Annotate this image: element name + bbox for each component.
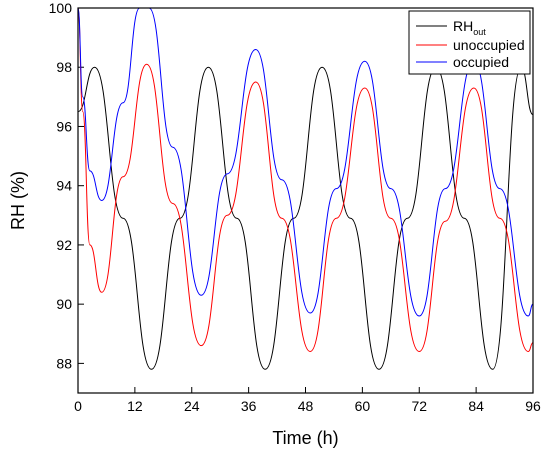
legend-label-unoccupied: unoccupied (453, 37, 525, 53)
x-tick-label: 48 (298, 398, 314, 414)
y-tick-label: 88 (56, 355, 72, 371)
x-tick-label: 12 (127, 398, 143, 414)
legend: RHout unoccupied occupied (408, 10, 531, 75)
series-lines (77, 7, 534, 370)
legend-label-rh-out-sub: out (473, 27, 486, 37)
legend-label-rh-out: RHout (453, 18, 486, 37)
legend-label-rh-out-main: RH (453, 18, 473, 34)
ticks-layer: 0 12 24 36 48 60 72 84 96 88 90 92 94 96 98 100 (49, 0, 541, 414)
legend-label-occupied: occupied (453, 54, 509, 70)
series-line-occupied (77, 7, 534, 317)
y-tick-label: 94 (56, 178, 72, 194)
legend-box (408, 10, 531, 75)
x-tick-label: 60 (355, 398, 371, 414)
series-line-rh-out (77, 66, 534, 370)
y-axis-label: RH (%) (8, 171, 28, 230)
y-tick-label: 98 (56, 59, 72, 75)
x-tick-label: 96 (525, 398, 541, 414)
x-axis-label: Time (h) (272, 428, 338, 448)
y-tick-label: 90 (56, 296, 72, 312)
y-tick-label: 92 (56, 237, 72, 253)
x-tick-label: 24 (184, 398, 200, 414)
x-tick-label: 72 (411, 398, 427, 414)
y-tick-label: 100 (49, 0, 73, 16)
x-tick-label: 0 (74, 398, 82, 414)
plot-frame (77, 7, 534, 394)
y-tick-label: 96 (56, 118, 72, 134)
x-tick-label: 84 (468, 398, 484, 414)
series-line-unoccupied (77, 7, 534, 353)
x-tick-label: 36 (241, 398, 257, 414)
